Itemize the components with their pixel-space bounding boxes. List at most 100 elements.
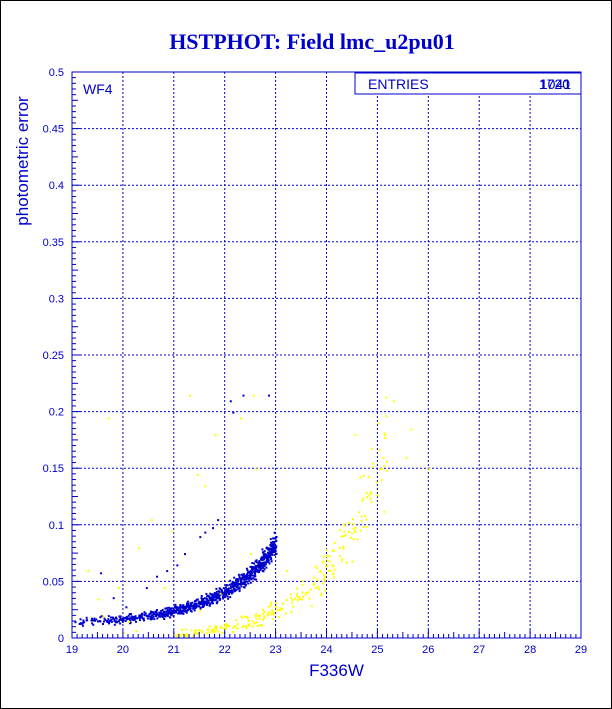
data-point [249,577,252,580]
data-point [205,592,208,595]
data-point [250,578,253,581]
data-point [226,588,229,590]
data-point [199,536,202,539]
data-point [195,602,198,605]
data-point [275,545,278,548]
data-point [162,612,165,615]
data-point [225,625,228,628]
data-point [270,548,273,551]
data-point [145,587,148,590]
data-point [380,479,383,482]
data-point [257,561,260,564]
data-point [257,569,260,572]
data-point [229,596,232,599]
data-point [266,554,269,557]
data-point [241,582,244,585]
data-point [198,601,201,604]
data-point [338,546,341,549]
data-point [148,615,151,618]
data-point [218,598,221,601]
data-point [208,631,211,634]
data-point [165,607,168,610]
data-point [160,610,163,612]
data-point [279,609,282,612]
data-point [367,476,370,479]
data-point [110,620,113,623]
data-point [307,591,309,594]
data-point [145,614,148,617]
data-point [260,556,263,559]
data-point [211,599,214,602]
data-point [269,551,272,553]
data-point [81,624,84,627]
data-point [319,570,322,573]
data-point [242,575,244,578]
data-point [263,610,266,613]
data-point [151,617,153,620]
data-point [184,553,186,556]
data-point [102,623,104,625]
data-point [172,615,175,618]
data-point [226,584,229,587]
data-point [81,622,84,625]
data-point [380,468,383,470]
data-point [385,396,388,399]
data-point [370,501,373,504]
data-point [184,628,187,631]
data-point [239,579,242,582]
data-point [219,592,222,595]
data-point [87,570,90,573]
data-point [228,625,230,627]
data-point [251,572,254,575]
data-point [263,556,266,559]
data-point [131,617,133,620]
data-point [255,617,258,620]
data-point [178,606,181,609]
data-point [322,555,325,558]
data-point [122,632,125,635]
data-point [196,632,199,635]
data-point [209,602,212,605]
data-point [216,593,219,596]
x-axis-ticks: 19 20 21 22 23 24 25 26 27 28 29 [66,630,587,656]
data-point [323,577,325,580]
data-point [216,600,219,603]
y-tick-label: 0.3 [49,293,64,305]
data-point [274,536,277,539]
data-point [220,588,223,591]
data-point [217,597,219,600]
data-point [250,569,253,572]
data-point [270,604,273,607]
data-point [383,432,386,435]
data-point [82,619,85,622]
data-point [99,616,102,619]
data-point [118,615,121,618]
data-point [249,581,252,584]
data-point [140,614,143,617]
data-point [352,518,354,521]
data-point [281,607,284,610]
data-point [119,617,122,620]
data-point [299,598,301,601]
data-point [213,628,216,631]
data-point [175,611,178,614]
data-point [97,620,99,623]
data-point [372,462,375,465]
data-point [212,596,215,599]
data-point [190,629,193,632]
data-point [254,564,257,567]
data-point [239,577,242,580]
data-point [178,610,181,613]
data-point [195,599,198,602]
data-point [259,624,262,627]
data-point [223,596,226,599]
data-point [222,591,225,594]
data-point [115,616,117,619]
data-point [342,535,345,538]
data-point [255,569,258,572]
data-point [152,615,155,618]
data-point [130,615,133,618]
data-point [232,411,235,414]
data-point [362,474,365,477]
data-point [139,616,142,619]
